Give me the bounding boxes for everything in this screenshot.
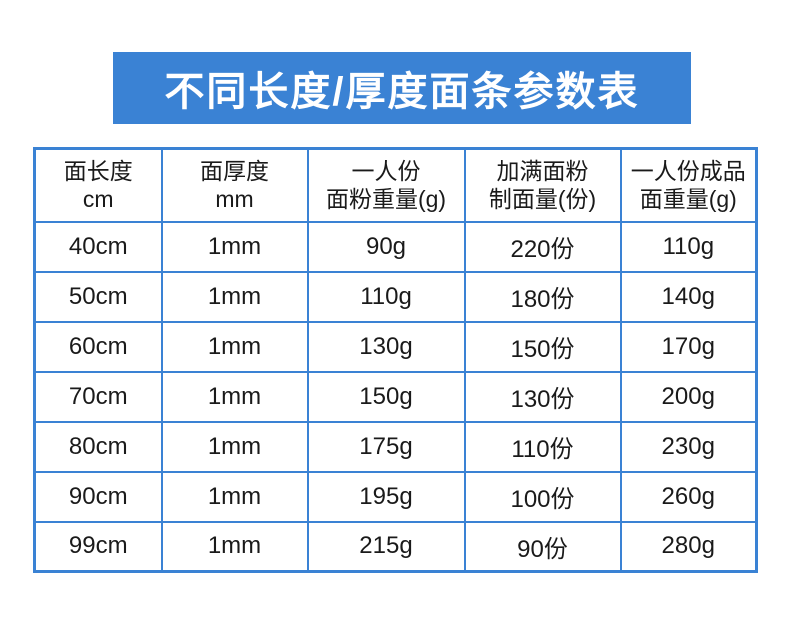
table-cell: 90份: [463, 520, 622, 573]
table-cell: 40cm: [33, 220, 163, 273]
header-unit: mm: [215, 186, 254, 213]
table-cell: 110g: [619, 220, 758, 273]
header-cell-length: 面长度 cm: [33, 147, 163, 223]
table-cell: 1mm: [160, 320, 309, 373]
header-unit: cm: [82, 186, 114, 213]
table-row: 99cm 1mm 215g 90份 280g: [33, 520, 758, 573]
table-cell: 1mm: [160, 370, 309, 423]
table-row: 90cm 1mm 195g 100份 260g: [33, 470, 758, 523]
header-label: 一人份成品: [630, 157, 746, 184]
table-cell: 150份: [463, 320, 622, 373]
table-cell: 90cm: [33, 470, 163, 523]
table-cell: 90g: [306, 220, 466, 273]
table-cell: 60cm: [33, 320, 163, 373]
noodle-parameter-table: 面长度 cm 面厚度 mm 一人份 面粉重量(g) 加满面粉 制面量(份) 一人…: [33, 147, 758, 573]
table-cell: 200g: [619, 370, 758, 423]
table-header-row: 面长度 cm 面厚度 mm 一人份 面粉重量(g) 加满面粉 制面量(份) 一人…: [33, 147, 758, 223]
header-cell-thickness: 面厚度 mm: [160, 147, 309, 223]
header-cell-flour-weight: 一人份 面粉重量(g): [306, 147, 466, 223]
table-cell: 280g: [619, 520, 758, 573]
header-label: 面厚度: [200, 157, 269, 184]
table-cell: 170g: [619, 320, 758, 373]
header-unit: 制面量(份): [488, 186, 597, 213]
table-cell: 1mm: [160, 270, 309, 323]
page-title: 不同长度/厚度面条参数表: [164, 70, 640, 114]
table-cell: 50cm: [33, 270, 163, 323]
table-cell: 180份: [463, 270, 622, 323]
table-cell: 150g: [306, 370, 466, 423]
table-cell: 1mm: [160, 520, 309, 573]
table-cell: 230g: [619, 420, 758, 473]
table-cell: 175g: [306, 420, 466, 473]
table-cell: 1mm: [160, 420, 309, 473]
header-unit: 面重量(g): [639, 186, 737, 213]
table-cell: 99cm: [33, 520, 163, 573]
table-cell: 110g: [306, 270, 466, 323]
table-row: 50cm 1mm 110g 180份 140g: [33, 270, 758, 323]
table-cell: 260g: [619, 470, 758, 523]
table-cell: 140g: [619, 270, 758, 323]
header-cell-finished-weight: 一人份成品 面重量(g): [619, 147, 758, 223]
table-cell: 70cm: [33, 370, 163, 423]
table-row: 80cm 1mm 175g 110份 230g: [33, 420, 758, 473]
table-cell: 110份: [463, 420, 622, 473]
table-cell: 1mm: [160, 220, 309, 273]
header-cell-servings: 加满面粉 制面量(份): [463, 147, 622, 223]
table-cell: 1mm: [160, 470, 309, 523]
table-row: 70cm 1mm 150g 130份 200g: [33, 370, 758, 423]
header-unit: 面粉重量(g): [325, 186, 447, 213]
header-label: 加满面粉: [496, 157, 589, 184]
table-cell: 215g: [306, 520, 466, 573]
table-cell: 100份: [463, 470, 622, 523]
table-row: 40cm 1mm 90g 220份 110g: [33, 220, 758, 273]
table-cell: 130份: [463, 370, 622, 423]
table-cell: 220份: [463, 220, 622, 273]
table-row: 60cm 1mm 130g 150份 170g: [33, 320, 758, 373]
table-cell: 195g: [306, 470, 466, 523]
table-cell: 80cm: [33, 420, 163, 473]
header-label: 面长度: [63, 157, 133, 184]
table-cell: 130g: [306, 320, 466, 373]
title-banner: 不同长度/厚度面条参数表: [113, 52, 691, 124]
header-label: 一人份: [351, 157, 421, 184]
